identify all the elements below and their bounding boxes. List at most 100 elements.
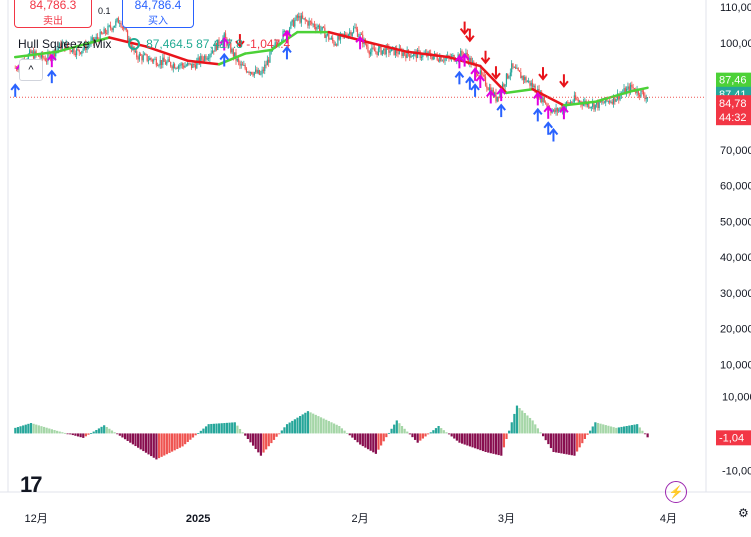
oscillator-bar [189,433,192,440]
price-tick-label: 50,000 [720,216,751,228]
candle-body [534,85,536,93]
candle-body [245,68,248,73]
current-price-label-bg [716,95,751,126]
candle-body [466,52,468,58]
oscillator-bar [225,422,229,434]
oscillator-bar [351,433,354,438]
candle-body [629,84,632,93]
buy-signal-arrow-head [533,107,543,116]
candle-body [512,63,514,68]
oscillator-bar [455,433,458,441]
oscillator-bar [103,425,106,434]
candle-body [383,48,385,51]
candle-body [244,65,246,69]
oscillator-bar [147,433,150,455]
tradingview-logo[interactable]: 17 [20,472,43,497]
oscillator-bar [139,433,142,450]
candle-body [175,67,177,69]
candle-body [513,67,515,68]
oscillator-bar [257,433,260,453]
oscillator-bar [471,433,474,448]
candle-body [142,55,144,61]
oscillator-bar [27,423,30,434]
price-tick-label: 100,000 [720,38,751,50]
buy-signal-arrow [219,52,230,67]
oscillator-bar [531,420,534,434]
candle-body [192,63,194,68]
candle-body [136,51,138,58]
candle-body [162,57,164,65]
oscillator-bar [212,423,215,434]
oscillator-bar [97,428,101,434]
candle-body [30,50,32,54]
oscillator-bar [113,432,116,434]
candle-body [27,54,29,61]
oscillator-bar [35,424,38,434]
oscillator-bar [53,430,56,434]
bolt-icon[interactable]: ⚡ [665,481,687,503]
candle-body [644,95,646,100]
indicator-legend[interactable]: Hull Squeeze Mix 87,464.5 87,417.8 -1,04… [18,37,290,51]
candle-body [100,31,103,34]
oscillator-bar [602,424,605,434]
gear-icon[interactable]: ⚙ [738,506,749,520]
sell-signal-arrow-head [491,72,501,80]
candle-body [461,50,463,55]
oscillator-bar [468,433,472,447]
hull-ma-segment [630,86,649,93]
candle-body [315,27,317,30]
collapse-legend-button[interactable]: ^ [19,59,43,81]
candle-body [529,80,531,86]
buy-button[interactable]: 84,786.4 买入 [122,0,194,28]
oscillator-bar [108,428,111,434]
buy-signal-arrow [10,83,21,97]
squeeze-signal-arrow [459,52,470,67]
oscillator-bar [398,423,401,434]
oscillator-bar [400,426,404,434]
candle-body [238,58,240,62]
eye-icon[interactable] [128,38,140,50]
sell-button[interactable]: 84,786.3 卖出 [14,0,92,28]
candle-body [163,57,165,62]
buy-signal-arrow-head [465,76,475,84]
oscillator-bar [66,433,69,435]
buy-signal-arrow [465,76,475,90]
sell-signal-arrow [235,34,245,48]
candle-body [593,102,595,110]
candle-body [268,59,270,63]
candle-body [248,71,250,74]
oscillator-bar [513,413,516,434]
oscillator-bar [461,433,464,444]
candle-body [526,81,528,83]
oscillator-bar [539,432,542,434]
candle-body [117,18,120,24]
candle-body [303,18,305,20]
candle-body [332,37,334,42]
hull-ma-segment [13,50,59,59]
candle-body [138,54,140,60]
oscillator-bar [489,433,492,454]
oscillator-bar [413,433,417,440]
candle-body [597,102,599,109]
oscillator-bar [570,433,573,456]
oscillator-bar [71,433,74,436]
oscillator-bar [254,433,257,450]
oscillator-bar [474,433,477,449]
candle-body [91,37,93,41]
candle-body [342,33,344,35]
oscillator-bar [578,433,581,448]
oscillator-bar [228,422,231,434]
oscillator-bar [557,433,560,453]
candle-body [14,67,16,69]
candle-body [511,63,513,73]
candle-body [577,99,579,102]
candle-body [107,25,109,34]
candle-body [70,50,73,53]
candle-body [545,102,547,104]
oscillator-bar [301,414,304,434]
candle-body [158,65,160,66]
spread-value: 0.1 [98,6,111,16]
candle-body [437,59,440,62]
